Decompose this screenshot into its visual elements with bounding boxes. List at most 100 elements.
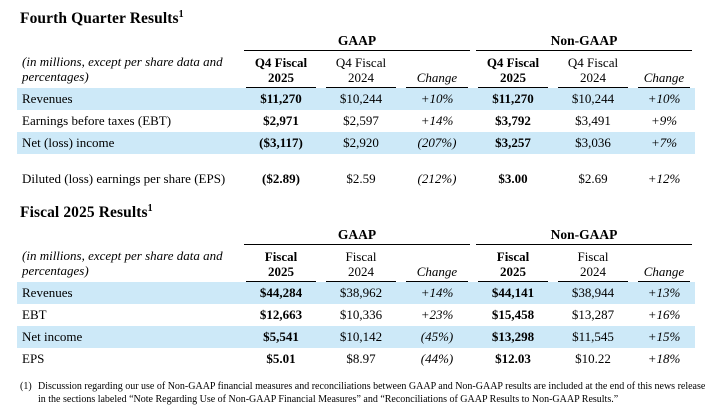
header-line1: Q4 Fiscal: [254, 55, 308, 71]
change-header: Change: [406, 264, 468, 283]
footnote: (1) Discussion regarding our use of Non-…: [20, 381, 708, 406]
header-line1: Q4 Fiscal: [567, 55, 619, 71]
fy-gaap-group-header: GAAP: [241, 227, 473, 246]
header-line2: 2024: [348, 70, 374, 86]
fy-units-note: (in millions, except per share data and …: [22, 248, 223, 279]
header-line2: 2025: [268, 264, 294, 280]
value-cell: $5.01: [266, 351, 296, 367]
value-cell: $2,920: [343, 135, 379, 151]
change-cell: (212%): [417, 171, 457, 187]
fy-section-title: Fiscal 2025 Results1: [20, 203, 726, 222]
change-cell: +10%: [420, 91, 454, 107]
value-cell: $2,597: [343, 113, 379, 129]
non-gaap-label: Non-GAAP: [476, 33, 692, 52]
row-label: Earnings before taxes (EBT): [22, 113, 172, 129]
table-row: EBT $12,663 $10,336 +23% $15,458 $13,287…: [17, 304, 695, 326]
q4-gaap-change-header: Change: [401, 51, 473, 89]
value-cell: $2.69: [578, 171, 608, 187]
footnote-marker: (1): [20, 381, 32, 393]
fy-nongaap-prior-header: Fiscal 2024: [553, 245, 633, 283]
value-cell: $10.22: [575, 351, 611, 367]
header-line2: 2025: [500, 264, 526, 280]
value-cell: $44,141: [491, 285, 535, 301]
q4-group-header-row: GAAP Non-GAAP: [17, 33, 695, 52]
value-cell: $3.00: [498, 171, 528, 187]
header-line1: Fiscal: [264, 249, 298, 265]
change-cell: +9%: [650, 113, 678, 129]
change-cell: +12%: [647, 171, 681, 187]
spacer-cell: [17, 33, 241, 51]
fy-gaap-cur-header: Fiscal 2025: [241, 245, 321, 283]
q4-nongaap-prior-header: Q4 Fiscal 2024: [553, 51, 633, 89]
fy-section-title-text: Fiscal 2025 Results: [20, 204, 148, 222]
value-cell: $8.97: [346, 351, 376, 367]
fy-footnote-ref: 1: [147, 203, 153, 215]
value-cell: $10,142: [339, 329, 383, 345]
change-cell: +14%: [420, 285, 454, 301]
q4-nongaap-change-header: Change: [633, 51, 695, 89]
change-header: Change: [406, 70, 468, 89]
row-label: Revenues: [22, 285, 73, 301]
change-cell: (44%): [420, 351, 454, 367]
header-line2: 2024: [580, 70, 606, 86]
value-cell: $3,036: [575, 135, 611, 151]
q4-gaap-prior-header: Q4 Fiscal 2024: [321, 51, 401, 89]
q4-nongaap-group-header: Non-GAAP: [473, 33, 695, 52]
spacer-cell: [17, 227, 241, 245]
q4-gaap-group-header: GAAP: [241, 33, 473, 52]
value-cell: $11,270: [492, 91, 534, 107]
value-cell: $13,287: [571, 307, 615, 323]
change-cell: +15%: [647, 329, 681, 345]
change-cell: +18%: [647, 351, 681, 367]
q4-column-header-row: (in millions, except per share data and …: [17, 51, 695, 89]
fy-nongaap-cur-header: Fiscal 2025: [473, 245, 553, 283]
value-cell: $3,257: [495, 135, 531, 151]
q4-section-title-text: Fourth Quarter Results: [20, 10, 179, 28]
change-cell: +13%: [647, 285, 681, 301]
value-cell: $5,541: [263, 329, 299, 345]
header-line2: 2025: [500, 70, 526, 86]
q4-section-title: Fourth Quarter Results1: [20, 0, 726, 28]
header-line2: 2025: [268, 70, 294, 86]
value-cell: $10,336: [339, 307, 383, 323]
value-cell: $15,458: [491, 307, 535, 323]
row-label: Revenues: [22, 91, 73, 107]
header-line1: Fiscal: [496, 249, 530, 265]
change-cell: (207%): [417, 135, 457, 151]
footnote-text: Discussion regarding our use of Non-GAAP…: [38, 381, 706, 405]
change-cell: +16%: [647, 307, 681, 323]
q4-results-table: GAAP Non-GAAP (in millions, except per s…: [17, 33, 695, 190]
change-cell: (45%): [420, 329, 454, 345]
row-label: Net (loss) income: [22, 135, 115, 151]
value-cell: $10,244: [339, 91, 383, 107]
row-label: Net income: [22, 329, 83, 345]
value-cell: $38,962: [339, 285, 383, 301]
fy-nongaap-group-header: Non-GAAP: [473, 227, 695, 246]
q4-gaap-cur-header: Q4 Fiscal 2025: [241, 51, 321, 89]
row-label: EBT: [22, 307, 47, 323]
value-cell: ($3,117): [259, 135, 303, 151]
fy-gaap-change-header: Change: [401, 245, 473, 283]
value-cell: $10,244: [571, 91, 615, 107]
fy-results-table: GAAP Non-GAAP (in millions, except per s…: [17, 227, 695, 370]
fy-group-header-row: GAAP Non-GAAP: [17, 227, 695, 246]
value-cell: $3,792: [495, 113, 531, 129]
header-line2: 2024: [580, 264, 606, 280]
gaap-label: GAAP: [244, 33, 470, 52]
value-cell: ($2.89): [262, 171, 300, 187]
row-label: Diluted (loss) earnings per share (EPS): [22, 171, 226, 187]
gaap-label: GAAP: [244, 227, 470, 246]
value-cell: $12.03: [495, 351, 531, 367]
table-row: Diluted (loss) earnings per share (EPS) …: [17, 154, 695, 190]
q4-nongaap-cur-header: Q4 Fiscal 2025: [473, 51, 553, 89]
change-cell: +10%: [647, 91, 681, 107]
value-cell: $12,663: [259, 307, 303, 323]
change-cell: +7%: [650, 135, 678, 151]
table-row: Net income $5,541 $10,142 (45%) $13,298 …: [17, 326, 695, 349]
table-row: Revenues $44,284 $38,962 +14% $44,141 $3…: [17, 282, 695, 305]
header-line1: Fiscal: [345, 249, 377, 265]
change-cell: +14%: [420, 113, 454, 129]
change-header: Change: [638, 264, 690, 283]
fy-column-header-row: (in millions, except per share data and …: [17, 245, 695, 283]
